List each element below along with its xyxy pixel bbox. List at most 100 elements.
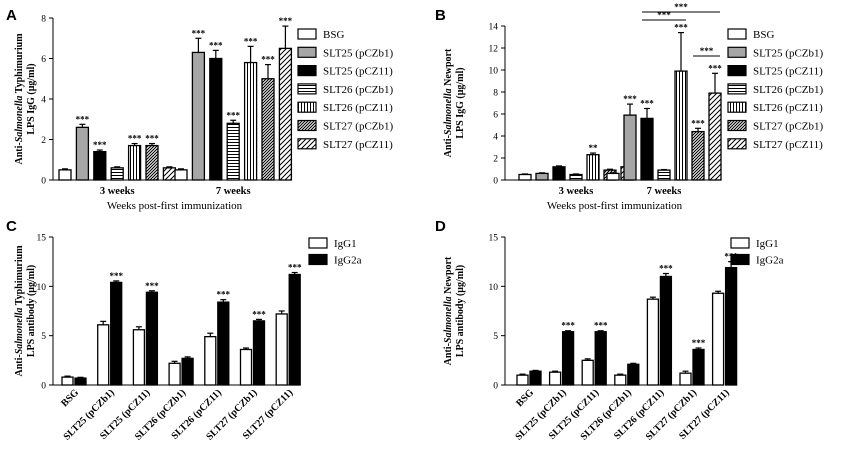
y-tick-label: 0 bbox=[41, 382, 46, 392]
bar-cat-1-series-0 bbox=[97, 324, 110, 386]
legend-swatch bbox=[297, 64, 317, 77]
legend-swatch bbox=[297, 119, 317, 132]
y-axis-label-prefix: Anti- bbox=[14, 142, 25, 164]
legend-swatch bbox=[297, 46, 317, 58]
comparison-label: *** bbox=[674, 2, 688, 12]
bar-cat-3-series-0 bbox=[614, 374, 627, 386]
legend-label: IgG2a bbox=[756, 255, 784, 267]
bar-cat-1-series-1 bbox=[110, 281, 123, 386]
significance-label: *** bbox=[708, 63, 722, 73]
legend-label: SLT26 (pCZb1) bbox=[753, 84, 824, 96]
bar-7-weeks-series-0 bbox=[606, 172, 620, 181]
bar-7-weeks-series-4 bbox=[243, 61, 258, 181]
bar-7-weeks-series-6 bbox=[708, 92, 722, 181]
bar-cat-1-series-0 bbox=[548, 371, 562, 386]
bar-7-weeks-series-3 bbox=[226, 122, 240, 181]
significance-label: *** bbox=[145, 134, 159, 144]
y-axis-label-italic: Salmonella bbox=[443, 296, 454, 343]
y-axis-label-line2: LPS IgG (μg/ml) bbox=[26, 63, 37, 134]
legend-label: SLT25 (pCZ11) bbox=[753, 66, 823, 78]
significance-label: *** bbox=[252, 309, 266, 319]
y-axis-label-prefix: Anti- bbox=[443, 343, 454, 365]
legend-swatch bbox=[727, 46, 747, 58]
legend-label: SLT26 (pCZb1) bbox=[323, 84, 394, 96]
significance-label: *** bbox=[279, 16, 293, 26]
significance-label: *** bbox=[217, 290, 231, 300]
y-axis-label-line2: LPS IgG (μg/ml) bbox=[455, 67, 466, 138]
legend-label: BSG bbox=[753, 29, 774, 41]
significance-label: *** bbox=[244, 36, 258, 46]
bar-cat-6-series-1 bbox=[724, 266, 738, 386]
legend-swatch bbox=[297, 28, 317, 40]
bar-cat-1-series-1 bbox=[561, 331, 575, 386]
y-tick-label: 2 bbox=[493, 155, 498, 165]
bar-3-weeks-series-3 bbox=[110, 167, 124, 181]
comparison-label: *** bbox=[657, 10, 671, 20]
y-tick-label: 4 bbox=[41, 96, 46, 106]
significance-label: *** bbox=[261, 55, 275, 65]
bar-cat-2-series-1 bbox=[594, 331, 607, 386]
x-category-label: 3 weeks bbox=[100, 186, 135, 197]
y-tick-label: 12 bbox=[489, 45, 499, 55]
bar-cat-5-series-1 bbox=[252, 320, 266, 386]
y-tick-label: 6 bbox=[41, 55, 46, 65]
legend-label: SLT27 (pCZ11) bbox=[323, 139, 393, 151]
bar-cat-2-series-0 bbox=[132, 329, 146, 386]
y-axis-label-prefix: Anti- bbox=[14, 354, 25, 376]
legend-swatch bbox=[727, 28, 747, 40]
legend-swatch bbox=[727, 83, 747, 95]
y-axis-label: Anti-Salmonella Typhimurium bbox=[14, 245, 25, 377]
y-tick-label: 15 bbox=[37, 234, 47, 244]
y-axis-label: Anti-Salmonella Newport bbox=[443, 256, 454, 365]
y-axis-label-italic: Salmonella bbox=[14, 96, 25, 143]
significance-label: *** bbox=[674, 23, 688, 33]
bar-3-weeks-series-1 bbox=[75, 126, 90, 181]
bar-cat-5-series-1 bbox=[692, 348, 705, 386]
significance-label: *** bbox=[128, 134, 142, 144]
x-category-label: 3 weeks bbox=[559, 186, 594, 197]
bar-3-weeks-series-4 bbox=[586, 154, 600, 181]
y-tick-label: 2 bbox=[41, 136, 46, 146]
bar-cat-5-series-0 bbox=[239, 348, 253, 386]
legend-label: SLT25 (pCZ11) bbox=[323, 66, 393, 78]
bar-cat-2-series-0 bbox=[581, 359, 594, 386]
significance-label: *** bbox=[93, 140, 107, 150]
legend: BSG SLT25 (pCZb1) SLT25 (pCZ11) SLT26 (pCZb… bbox=[297, 28, 394, 151]
bar-cat-6-series-0 bbox=[275, 313, 288, 386]
significance-label: *** bbox=[192, 28, 206, 38]
legend: IgG1 IgG2a bbox=[730, 237, 784, 267]
x-category-label: 7 weeks bbox=[216, 186, 251, 197]
significance-label: *** bbox=[561, 321, 575, 331]
legend-label: SLT25 (pCZb1) bbox=[753, 47, 824, 59]
bar-7-weeks-series-6 bbox=[278, 47, 293, 181]
bar-7-weeks-series-3 bbox=[657, 169, 671, 181]
legend: IgG1 IgG2a bbox=[308, 237, 362, 267]
legend-swatch bbox=[727, 119, 747, 132]
legend-label: SLT25 (pCZb1) bbox=[323, 47, 394, 59]
legend-swatch bbox=[308, 237, 328, 249]
significance-label: *** bbox=[76, 114, 90, 124]
legend-label: SLT26 (pCZ11) bbox=[323, 102, 393, 114]
bar-3-weeks-series-4 bbox=[127, 144, 142, 181]
y-axis-label-suffix: Typhimurium bbox=[14, 245, 25, 308]
bar-cat-3-series-1 bbox=[627, 363, 640, 386]
legend-swatch bbox=[727, 138, 747, 150]
y-axis-label-prefix: Anti- bbox=[443, 135, 454, 157]
significance-label: *** bbox=[659, 264, 673, 274]
legend-label: IgG2a bbox=[334, 255, 362, 267]
legend-swatch bbox=[730, 237, 750, 249]
y-axis-label-suffix: Newport bbox=[443, 48, 454, 88]
legend-swatch bbox=[297, 138, 317, 150]
bar-cat-4-series-0 bbox=[646, 298, 660, 386]
significance-label: *** bbox=[209, 40, 223, 50]
y-tick-label: 10 bbox=[489, 67, 499, 77]
significance-label: *** bbox=[691, 118, 705, 128]
x-category-label: BSG bbox=[59, 387, 81, 409]
bar-7-weeks-series-5 bbox=[691, 130, 705, 181]
y-tick-label: 8 bbox=[493, 89, 498, 99]
y-tick-label: 5 bbox=[41, 332, 46, 342]
legend-label: SLT27 (pCZ11) bbox=[753, 139, 823, 151]
significance-label: *** bbox=[109, 271, 123, 281]
significance-label: *** bbox=[594, 321, 608, 331]
